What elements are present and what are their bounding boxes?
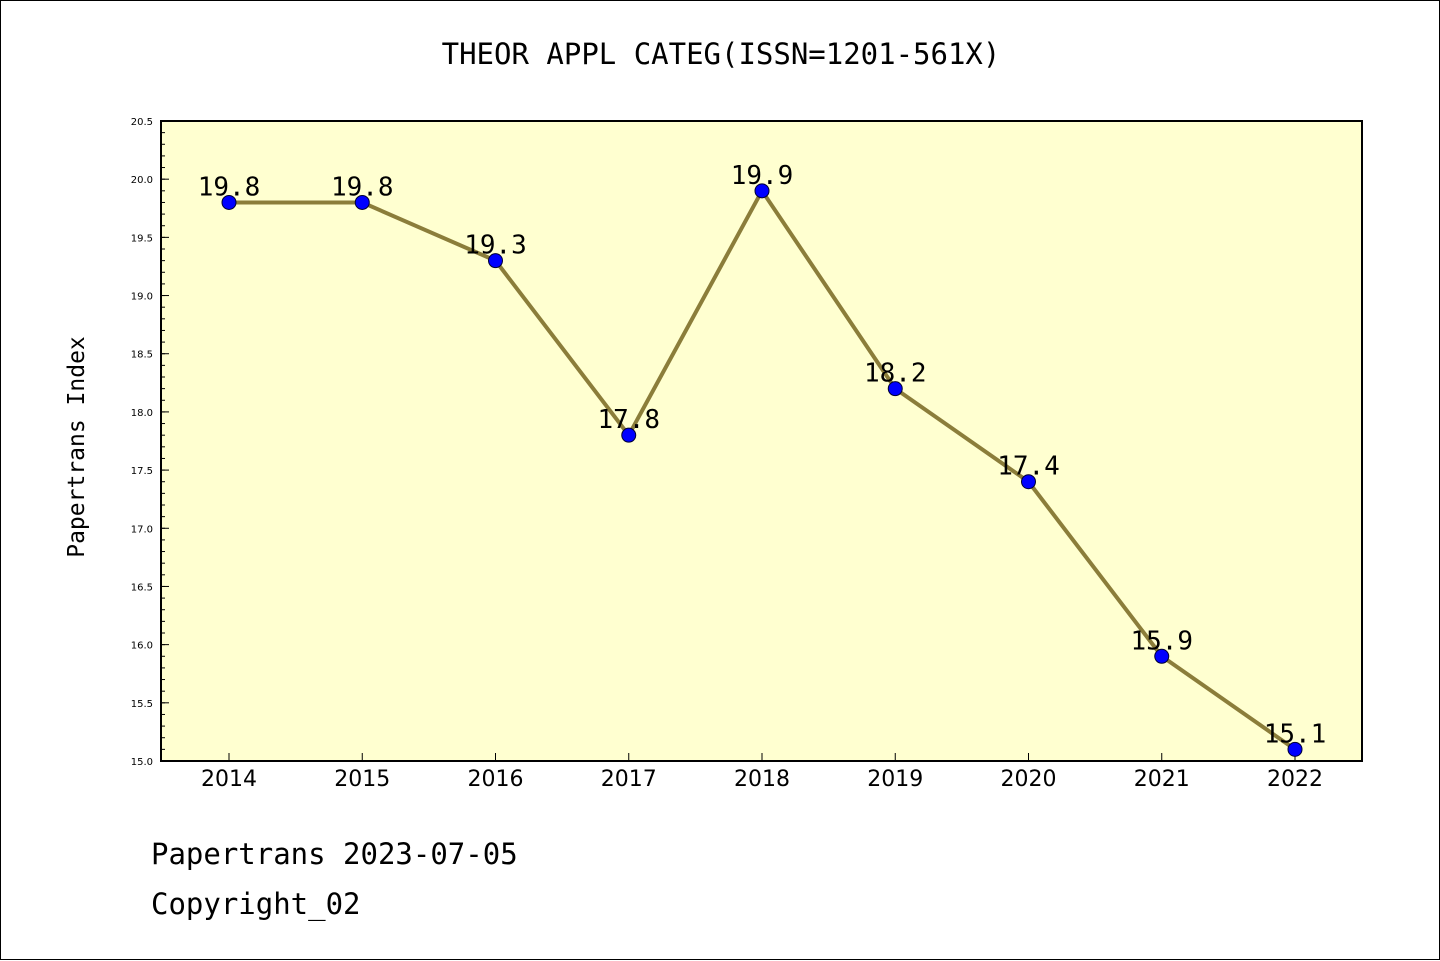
x-tick-label: 2022 [1267,767,1323,792]
data-labels: 19.8 19.8 19.3 17.8 19.9 18.2 17.4 15.9 15.1 [198,161,1327,750]
data-label: 19.8 [198,172,261,202]
x-axis: 2014 2015 2016 2017 2018 2019 2020 2021 2022 [201,753,1323,792]
data-label: 19.3 [464,231,527,261]
y-tick-label: 20.0 [131,175,153,186]
data-label: 15.9 [1130,626,1193,656]
y-tick-label: 19.0 [131,292,153,303]
data-point [754,183,770,199]
plot-area [161,121,1362,761]
y-tick-label: 19.5 [131,233,153,244]
data-point [1287,741,1303,757]
data-point [887,381,903,397]
y-tick-label: 17.5 [131,466,153,477]
data-point [1021,474,1036,490]
chart-title: THEOR APPL CATEG(ISSN=1201-561X) [441,37,1001,71]
x-tick-label: 2021 [1134,767,1190,792]
y-tick-label: 18.5 [131,350,153,361]
data-label: 15.1 [1264,719,1327,749]
data-point [1154,648,1170,664]
x-tick-label: 2016 [468,767,524,792]
x-tick-label: 2014 [201,767,257,792]
series-markers [221,183,1303,757]
data-label: 17.8 [597,405,660,435]
data-label: 19.8 [331,172,394,202]
data-label: 18.2 [864,359,927,389]
x-tick-label: 2019 [867,767,923,792]
y-axis: 15.0 15.5 16.0 16.5 17.0 17.5 18.0 18.5 19.0 19.5… [131,117,169,768]
y-tick-label: 20.5 [131,117,153,128]
data-label: 17.4 [997,452,1060,482]
x-tick-label: 2015 [334,767,390,792]
plot-frame [160,120,1363,762]
y-tick-label: 15.5 [131,699,153,710]
data-point [621,427,637,443]
footer-copyright: Copyright_02 [151,887,361,921]
x-tick-label: 2020 [1001,767,1057,792]
y-tick-label: 15.0 [131,757,153,768]
data-label: 19.9 [731,161,794,191]
x-tick-label: 2018 [734,767,790,792]
y-tick-label: 18.0 [131,408,153,419]
y-tick-label: 16.0 [131,641,153,652]
data-point [221,194,237,210]
footer-date: Papertrans 2023-07-05 [151,837,518,871]
y-tick-label: 16.5 [131,582,153,593]
x-tick-label: 2017 [601,767,657,792]
y-tick-label: 17.0 [131,524,153,535]
data-point [488,253,503,269]
data-point [354,194,370,210]
